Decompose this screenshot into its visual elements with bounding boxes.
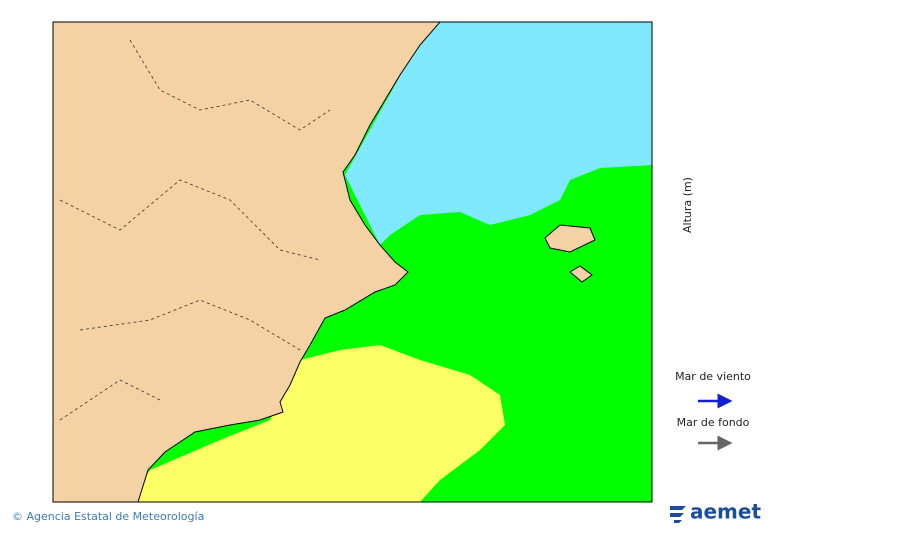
map-area [53, 22, 652, 502]
legend-swell: Mar de fondo [677, 416, 750, 429]
island-ibiza [544, 224, 596, 253]
map-frame [52, 21, 653, 503]
island-formentera [569, 265, 593, 283]
logo-mark [670, 506, 686, 523]
sea-cyan [345, 22, 652, 245]
sea-yellow [130, 345, 505, 502]
footer-credit: © Agencia Estatal de Meteorología [12, 510, 204, 523]
logo: aemet [690, 500, 761, 524]
colorbar-title: Altura (m) [681, 177, 694, 233]
land [53, 22, 441, 502]
boundaries [59, 39, 331, 421]
legend-wind: Mar de viento [675, 370, 751, 383]
